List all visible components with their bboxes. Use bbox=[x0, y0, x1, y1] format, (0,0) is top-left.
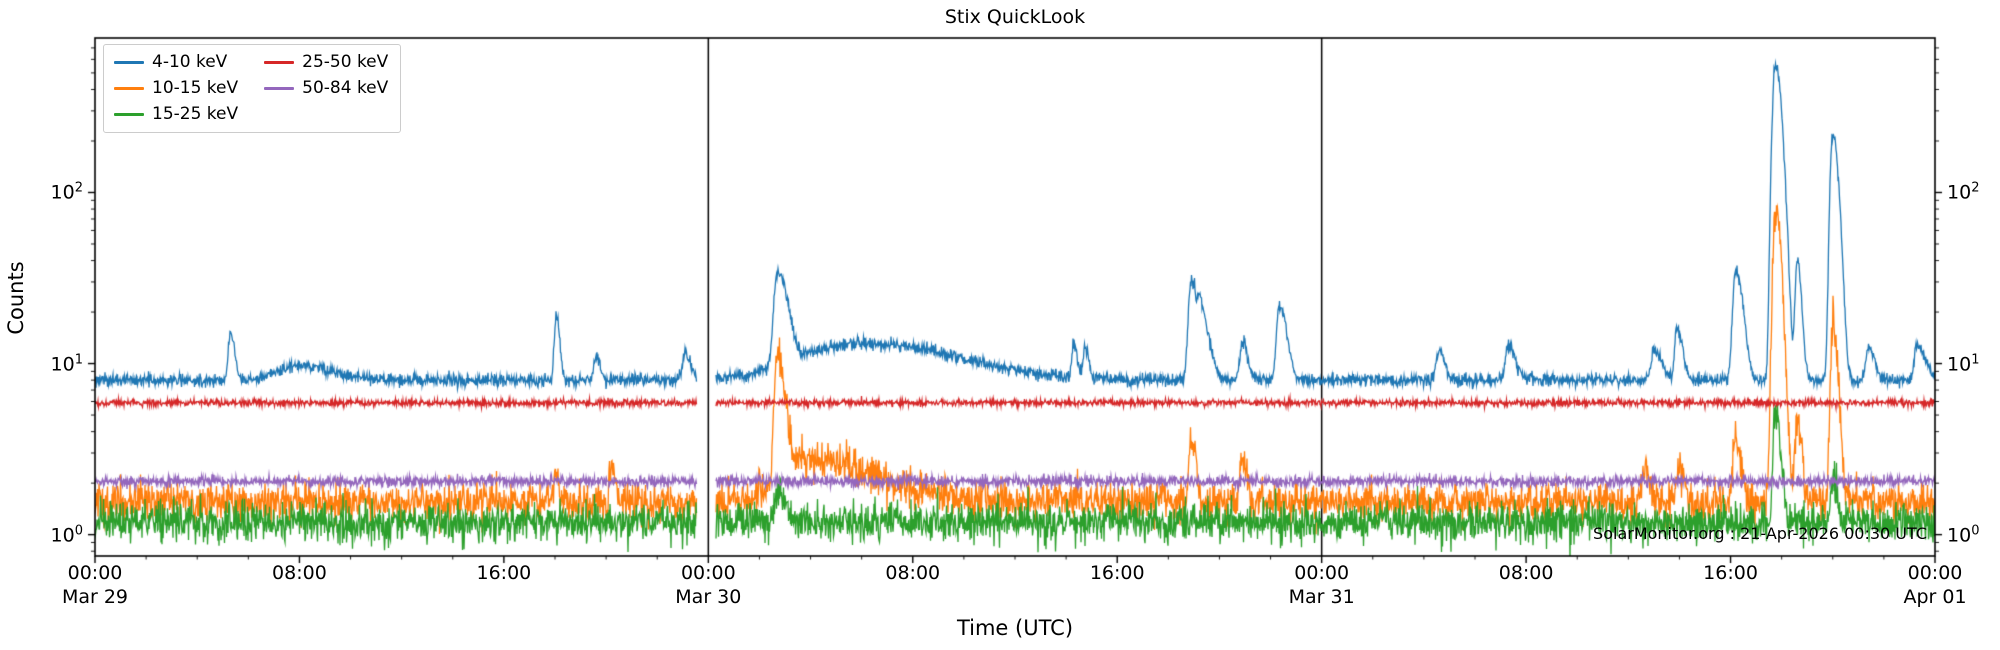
legend-item-label: 4-10 keV bbox=[152, 52, 228, 72]
y-tick-label: 101 bbox=[1947, 351, 1980, 376]
legend-column: 4-10 keV 10-15 keV 15-25 keV bbox=[114, 52, 238, 125]
date-label: Apr 01 bbox=[1903, 586, 1967, 608]
x-tick-label: 00:00 bbox=[1907, 562, 1963, 584]
legend-item-label: 10-15 keV bbox=[152, 78, 239, 98]
y-tick-label: 102 bbox=[50, 180, 83, 205]
date-label: Mar 29 bbox=[61, 586, 129, 608]
legend-item-label: 25-50 keV bbox=[302, 52, 389, 72]
x-tick-label: 08:00 bbox=[272, 562, 327, 584]
y-axis-label: Counts bbox=[4, 261, 28, 335]
legend-line-swatch bbox=[114, 61, 144, 64]
legend-line-swatch bbox=[114, 87, 144, 90]
legend: 4-10 keV 10-15 keV 15-25 keV 25-50 keV 50-84… bbox=[103, 44, 402, 133]
chart-title: Stix QuickLook bbox=[944, 6, 1086, 28]
legend-line-swatch bbox=[114, 113, 144, 116]
legend-item: 15-25 keV bbox=[114, 104, 238, 125]
legend-column: 25-50 keV 50-84 keV bbox=[264, 52, 388, 125]
x-tick-label: 16:00 bbox=[1089, 562, 1145, 584]
x-axis-label: Time (UTC) bbox=[956, 616, 1074, 640]
x-tick-label: 08:00 bbox=[885, 562, 941, 584]
x-tick-label: 00:00 bbox=[1294, 562, 1350, 584]
y-tick-label: 100 bbox=[1947, 522, 1980, 547]
legend-item: 10-15 keV bbox=[114, 78, 238, 99]
watermark-text: SolarMonitor.org : 21-Apr-2026 00:30 UTC bbox=[1593, 524, 1927, 543]
date-label: Mar 31 bbox=[1288, 586, 1355, 608]
x-tick-label: 00:00 bbox=[67, 562, 123, 584]
y-tick-label: 102 bbox=[1947, 180, 1980, 205]
y-tick-label: 100 bbox=[50, 522, 83, 547]
x-tick-label: 16:00 bbox=[1703, 562, 1758, 584]
x-tick-label: 00:00 bbox=[680, 562, 736, 584]
legend-item-label: 50-84 keV bbox=[302, 78, 389, 98]
legend-item: 50-84 keV bbox=[264, 78, 388, 99]
legend-line-swatch bbox=[264, 87, 295, 90]
legend-line-swatch bbox=[264, 61, 295, 64]
legend-item: 4-10 keV bbox=[114, 52, 238, 73]
x-tick-label: 08:00 bbox=[1498, 562, 1554, 584]
legend-item: 25-50 keV bbox=[264, 52, 388, 73]
legend-item-label: 15-25 keV bbox=[152, 104, 239, 124]
date-label: Mar 30 bbox=[675, 586, 742, 608]
y-tick-label: 101 bbox=[50, 351, 83, 376]
x-tick-label: 16:00 bbox=[476, 562, 532, 584]
